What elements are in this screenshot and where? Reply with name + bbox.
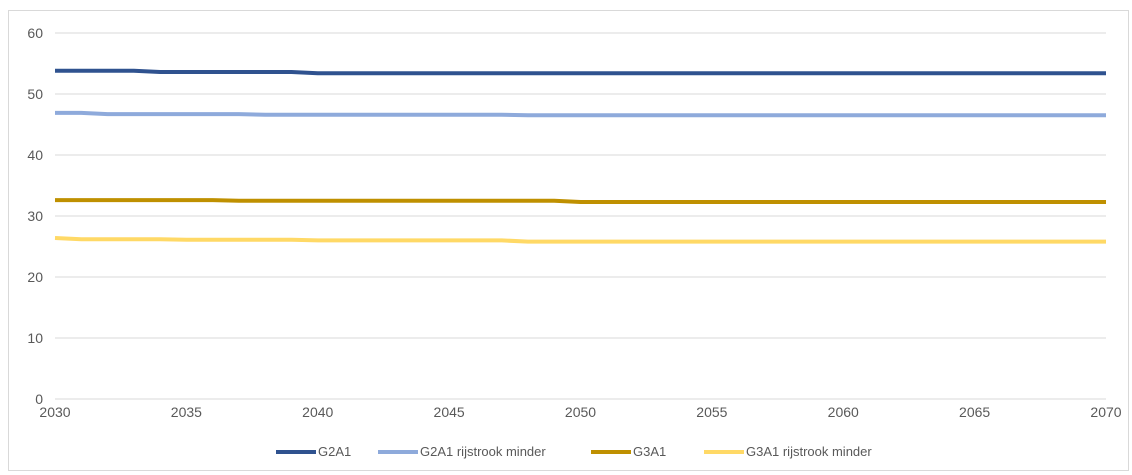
y-axis-tick-labels: 0 10 20 30 40 50 60 bbox=[27, 25, 43, 407]
x-tick-label: 2040 bbox=[302, 404, 333, 420]
series-line-3 bbox=[55, 198, 1106, 204]
gridlines bbox=[55, 32, 1106, 400]
x-tick-label: 2030 bbox=[39, 404, 70, 420]
y-tick-label: 10 bbox=[27, 330, 43, 346]
y-tick-label: 50 bbox=[27, 86, 43, 102]
x-tick-label: 2060 bbox=[828, 404, 859, 420]
y-tick-label: 0 bbox=[35, 391, 43, 407]
x-tick-label: 2065 bbox=[959, 404, 990, 420]
legend-label-4: G3A1 rijstrook minder bbox=[746, 444, 872, 459]
y-tick-label: 20 bbox=[27, 269, 43, 285]
x-tick-label: 2045 bbox=[434, 404, 465, 420]
series-line-1 bbox=[55, 68, 1106, 76]
y-tick-label: 40 bbox=[27, 147, 43, 163]
legend-label-2: G2A1 rijstrook minder bbox=[420, 444, 546, 459]
legend: G2A1 G2A1 rijstrook minder G3A1 G3A1 rijstr… bbox=[276, 444, 872, 459]
legend-label-1: G2A1 bbox=[318, 444, 351, 459]
x-tick-label: 2070 bbox=[1090, 404, 1121, 420]
legend-label-3: G3A1 bbox=[633, 444, 666, 459]
x-tick-label: 2050 bbox=[565, 404, 596, 420]
series-line-2 bbox=[55, 110, 1106, 118]
chart-area: 0 10 20 30 40 50 60 2030 2035 2040 2045 2050 2055 20… bbox=[8, 10, 1129, 471]
y-tick-label: 60 bbox=[27, 25, 43, 41]
x-tick-label: 2035 bbox=[171, 404, 202, 420]
y-tick-label: 30 bbox=[27, 208, 43, 224]
x-tick-label: 2055 bbox=[696, 404, 727, 420]
x-axis-tick-labels: 2030 2035 2040 2045 2050 2055 2060 2065 2070 bbox=[39, 404, 1121, 420]
series-lines bbox=[54, 68, 1106, 244]
series-line-4 bbox=[54, 236, 1106, 244]
